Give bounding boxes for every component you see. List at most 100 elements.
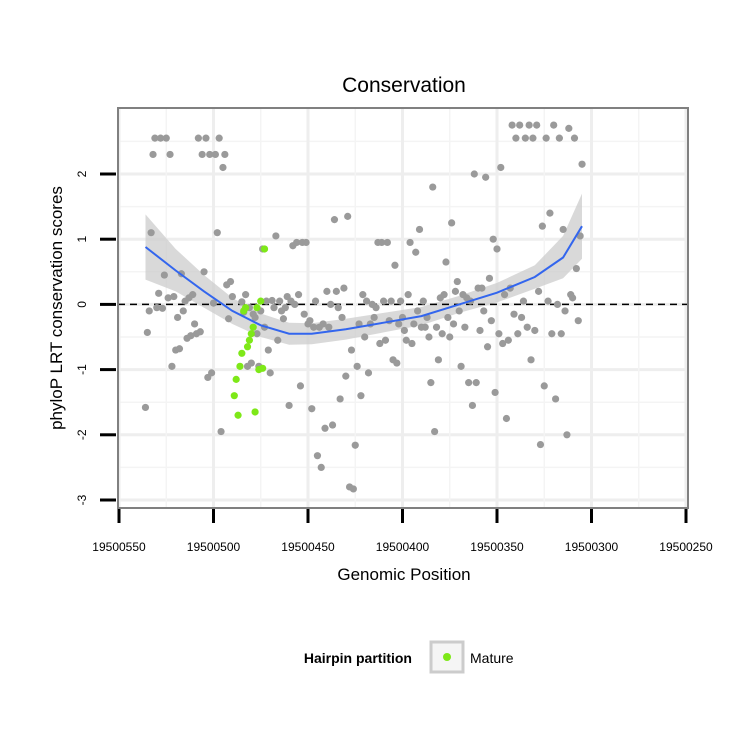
data-point-mature (230, 392, 238, 400)
y-tick-label: 2 (75, 170, 89, 177)
data-point (468, 401, 477, 410)
data-point (476, 326, 484, 335)
data-point (516, 121, 524, 129)
data-point (508, 121, 516, 129)
data-point (196, 328, 204, 336)
data-point (321, 424, 329, 432)
data-point (497, 163, 505, 172)
data-point (455, 307, 463, 315)
data-point (187, 332, 195, 340)
data-point-mature (243, 343, 252, 351)
data-point (553, 300, 562, 308)
data-point (565, 124, 573, 132)
data-point (334, 304, 342, 312)
x-tick-label: 19500400 (376, 540, 430, 554)
data-point (572, 264, 580, 273)
data-point (523, 323, 531, 331)
data-point (302, 238, 310, 247)
data-point (351, 441, 359, 449)
data-point (175, 345, 184, 353)
data-point (151, 134, 159, 142)
data-point (266, 369, 274, 377)
data-point (569, 294, 577, 302)
data-point (342, 372, 350, 380)
data-point (397, 297, 405, 305)
data-point (311, 297, 320, 305)
data-point-mature (236, 362, 244, 370)
data-point (361, 333, 369, 341)
data-point (323, 287, 331, 295)
data-point (448, 219, 456, 227)
data-point (578, 160, 586, 168)
smooth-fit-line (144, 225, 583, 335)
data-point (502, 414, 511, 423)
data-point (294, 291, 303, 299)
data-point (238, 298, 246, 306)
data-point (253, 330, 261, 338)
data-point (225, 315, 233, 323)
data-point (189, 291, 197, 299)
data-point (143, 328, 151, 337)
data-point (179, 307, 187, 315)
data-point (306, 317, 314, 325)
data-point (219, 163, 227, 172)
data-point-mature (257, 297, 265, 305)
data-point (432, 323, 441, 331)
chart-title: Conservation (342, 74, 466, 97)
confidence-band-area (145, 193, 582, 345)
data-point (421, 323, 429, 331)
data-point (444, 313, 452, 322)
data-point (431, 427, 439, 436)
data-point (200, 268, 208, 276)
data-point (166, 150, 174, 159)
data-point (141, 403, 150, 412)
data-point (419, 297, 427, 305)
data-point (406, 238, 414, 247)
data-point (415, 225, 424, 234)
data-point (534, 287, 543, 295)
data-point (264, 346, 272, 354)
x-axis: 19500550 19500500 19500450 19500400 19500350… (92, 509, 713, 554)
y-tick-label: -1 (75, 364, 89, 375)
x-tick-label: 19500350 (470, 540, 524, 554)
data-point (551, 395, 560, 403)
data-point (540, 382, 548, 390)
data-point (378, 238, 386, 247)
data-point (438, 330, 446, 338)
data-point (563, 431, 571, 439)
data-point (487, 317, 495, 325)
data-point (521, 134, 529, 142)
data-point (483, 343, 492, 351)
data-point (153, 304, 161, 312)
data-point (168, 362, 176, 370)
legend-mature-dot (443, 653, 451, 661)
data-point (293, 238, 301, 247)
data-point-mature (234, 411, 242, 419)
data-point (434, 356, 443, 364)
data-point (149, 150, 157, 159)
data-point-mature (238, 349, 246, 357)
data-point (274, 336, 282, 344)
data-point (465, 379, 473, 387)
data-point (414, 307, 422, 315)
data-point (510, 310, 518, 318)
data-point (383, 238, 391, 247)
data-point (362, 297, 371, 305)
data-point (160, 271, 168, 279)
data-point (527, 356, 535, 364)
data-point (555, 134, 563, 142)
data-point (206, 150, 214, 159)
data-point (359, 291, 367, 299)
data-point (451, 287, 460, 295)
legend-title: Hairpin partition (304, 650, 412, 666)
data-point (164, 294, 172, 302)
data-point (276, 297, 284, 305)
data-point (410, 320, 418, 328)
x-axis-title: Genomic Position (337, 565, 470, 584)
data-point (412, 248, 420, 256)
data-point (228, 292, 236, 301)
data-point (514, 330, 522, 338)
data-point (251, 313, 259, 322)
data-point (550, 121, 558, 129)
data-point (291, 300, 299, 308)
